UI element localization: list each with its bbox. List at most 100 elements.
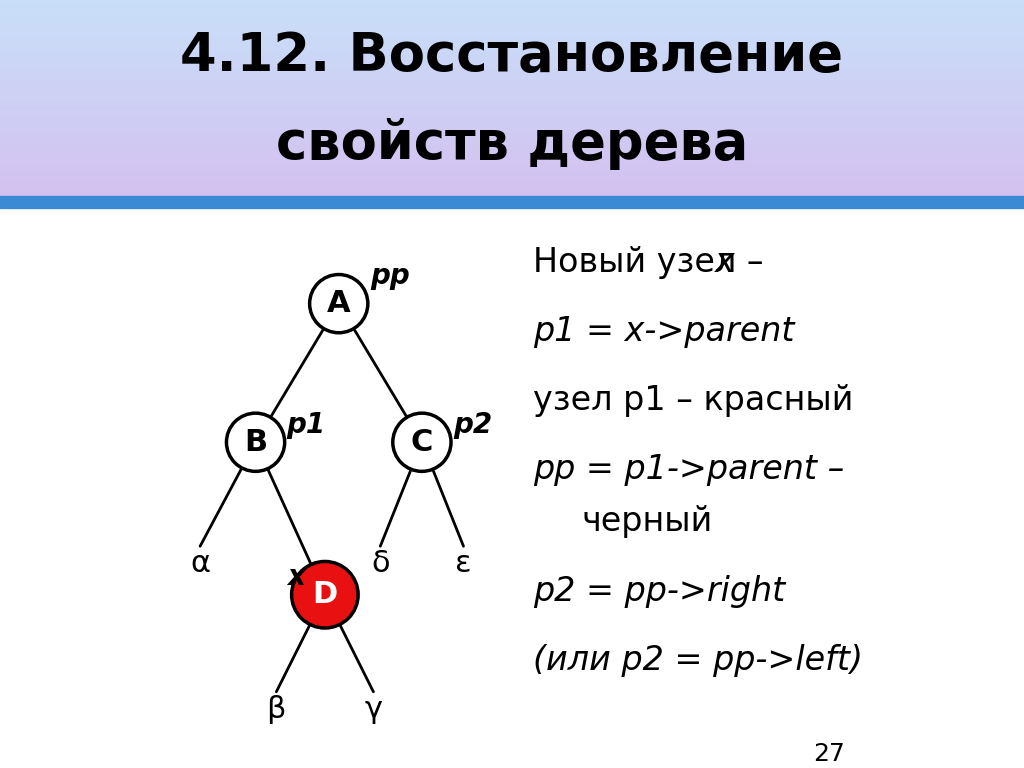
Bar (0, 12, 1024, 14)
Bar (0, 176, 1024, 177)
Bar (0, 64, 1024, 66)
Text: черный: черный (582, 505, 713, 538)
Bar (0, 126, 1024, 127)
Bar (0, 90, 1024, 92)
Bar (0, 142, 1024, 144)
Bar (0, 160, 1024, 162)
Bar (0, 52, 1024, 54)
Bar (0, 116, 1024, 118)
Bar (0, 26, 1024, 28)
Bar (0, 34, 1024, 36)
Bar (0, 68, 1024, 70)
Text: Новый узел –: Новый узел – (532, 246, 774, 279)
Text: γ: γ (365, 694, 382, 723)
Bar (0, 182, 1024, 184)
Bar (0, 38, 1024, 40)
Bar (0, 174, 1024, 176)
Text: (или p2 = pp->left): (или p2 = pp->left) (532, 644, 863, 677)
Bar (0, 92, 1024, 94)
Bar (0, 132, 1024, 134)
Bar (0, 60, 1024, 62)
Bar (0, 104, 1024, 106)
Bar (0, 102, 1024, 104)
Bar (0, 196, 1024, 197)
Bar (0, 2, 1024, 4)
Bar (0, 157, 1024, 160)
Bar (0, 134, 1024, 136)
Bar (0, 86, 1024, 88)
Bar (0, 122, 1024, 124)
Text: C: C (411, 428, 433, 457)
Text: δ: δ (371, 549, 389, 578)
Bar (0, 196, 1024, 207)
Bar (0, 50, 1024, 52)
Bar (0, 137, 1024, 140)
Bar (0, 58, 1024, 60)
Circle shape (309, 274, 368, 333)
Bar (0, 18, 1024, 20)
Bar (0, 136, 1024, 137)
Text: β: β (266, 694, 286, 723)
Bar (0, 110, 1024, 112)
Bar (0, 162, 1024, 164)
Bar (0, 190, 1024, 192)
Bar (0, 192, 1024, 194)
Bar (0, 164, 1024, 166)
Bar (0, 84, 1024, 86)
Text: B: B (244, 428, 267, 457)
Bar (0, 36, 1024, 38)
Bar (0, 30, 1024, 32)
Bar (0, 100, 1024, 102)
Bar (0, 94, 1024, 96)
Bar (0, 152, 1024, 154)
Circle shape (226, 413, 285, 472)
Bar (0, 70, 1024, 72)
Bar (0, 88, 1024, 90)
Bar (0, 42, 1024, 44)
Bar (0, 78, 1024, 80)
Text: α: α (190, 549, 210, 578)
Text: pp: pp (370, 262, 410, 290)
Bar (0, 186, 1024, 187)
Bar (0, 180, 1024, 182)
Bar (0, 56, 1024, 58)
Bar (0, 24, 1024, 26)
Bar (0, 48, 1024, 50)
Text: D: D (312, 581, 338, 609)
Bar (0, 28, 1024, 30)
Bar (0, 130, 1024, 132)
Bar (0, 8, 1024, 10)
Bar (0, 72, 1024, 74)
Bar (0, 170, 1024, 172)
Bar (0, 154, 1024, 156)
Text: A: A (327, 289, 350, 318)
Bar (0, 76, 1024, 78)
Bar (0, 20, 1024, 22)
Text: p1 = x->parent: p1 = x->parent (532, 315, 795, 348)
Bar (0, 140, 1024, 142)
Text: свойств дерева: свойств дерева (275, 118, 749, 170)
Bar (0, 32, 1024, 34)
Text: pp = p1->parent –: pp = p1->parent – (532, 453, 844, 486)
Text: p2 = pp->right: p2 = pp->right (532, 574, 785, 607)
Bar (0, 40, 1024, 42)
Text: x: x (287, 564, 304, 591)
Bar (0, 66, 1024, 68)
Bar (0, 96, 1024, 98)
Bar (0, 112, 1024, 114)
Bar (0, 146, 1024, 147)
Bar (0, 80, 1024, 82)
Bar (0, 4, 1024, 6)
Bar (0, 184, 1024, 186)
Bar (0, 167, 1024, 170)
Bar (0, 166, 1024, 167)
Bar (0, 118, 1024, 120)
Bar (0, 147, 1024, 150)
Bar (0, 82, 1024, 84)
Circle shape (292, 561, 358, 628)
Bar (0, 44, 1024, 46)
Bar (0, 0, 1024, 2)
Bar (0, 114, 1024, 116)
Bar (0, 10, 1024, 12)
Text: x: x (715, 246, 734, 279)
